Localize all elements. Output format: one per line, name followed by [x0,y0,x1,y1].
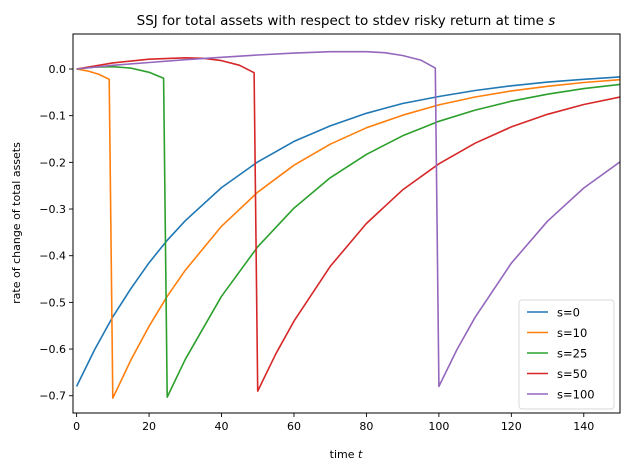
axes-frame [72,33,621,414]
series-line-s-10 [76,68,620,399]
x-tick-label: 60 [287,420,301,433]
x-tick-label: 20 [142,420,156,433]
y-tick-label: 0.0 [49,63,67,76]
x-axis-label: time t [330,448,363,461]
y-tick-label: −0.6 [39,343,66,356]
plot-area [75,50,620,399]
x-tick-label: 0 [73,420,80,433]
y-tick-label: −0.5 [39,296,66,309]
y-axis: 0.0 −0.1 −0.2 −0.3 −0.4 −0.5 −0.6 −0.7 [39,63,73,403]
chart-title: SSJ for total assets with respect to std… [137,13,556,29]
y-tick-label: −0.4 [39,250,66,263]
legend-label: s=100 [557,388,595,402]
x-tick-label: 140 [573,420,594,433]
legend: s=0 s=10 s=25 s=50 s=100 [518,299,615,410]
y-tick-label: −0.3 [39,203,66,216]
y-tick-label: −0.7 [39,390,66,403]
legend-box [518,299,615,410]
legend-label: s=50 [557,367,587,381]
series-line-s-25 [76,65,620,398]
x-axis: 0 20 40 60 80 100 120 140 [73,413,594,433]
legend-label: s=10 [557,326,587,340]
legend-label: s=0 [557,306,580,320]
y-tick-label: −0.1 [39,110,66,123]
x-tick-label: 80 [359,420,373,433]
x-tick-label: 40 [215,420,229,433]
x-tick-label: 100 [428,420,449,433]
y-axis-label: rate of change of total assets [10,142,23,304]
series-line-s-100 [76,50,620,388]
series-line-s-0 [75,76,620,387]
legend-label: s=25 [557,347,587,361]
y-tick-label: −0.2 [39,156,66,169]
series-line-s-50 [76,57,620,392]
x-tick-label: 120 [501,420,522,433]
